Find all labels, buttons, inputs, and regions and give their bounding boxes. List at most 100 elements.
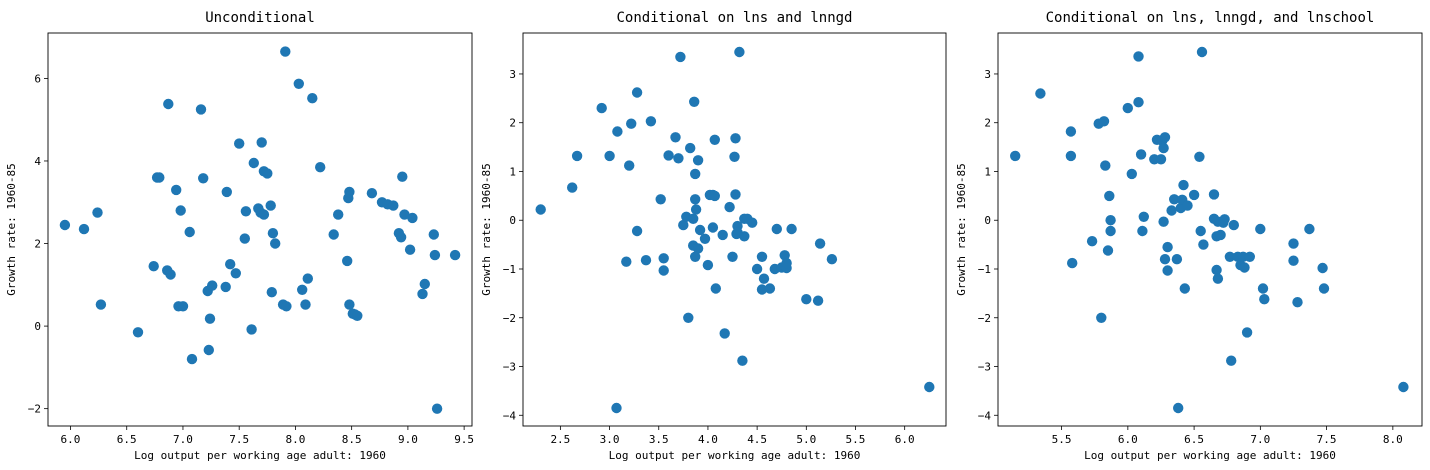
plot-frame [997,32,1423,427]
data-point [675,51,686,63]
y-tick-label: −2 [978,312,991,325]
x-tick-label: 6.0 [895,433,915,446]
data-point [281,301,292,312]
data-point [230,268,241,279]
data-point [737,355,748,366]
data-point [240,206,252,217]
data-point [239,233,250,244]
data-point [207,280,218,291]
data-point [1228,219,1240,231]
data-point [1173,402,1184,414]
data-point [1198,239,1209,250]
data-point [59,219,71,231]
data-point [1257,283,1269,294]
data-point [710,283,721,294]
x-tick-label: 8.0 [285,433,305,446]
data-point [727,251,738,262]
data-point [388,200,399,211]
plot-frame [47,32,473,427]
data-point [258,209,270,220]
data-point [729,151,740,162]
data-point [1241,327,1253,338]
data-point [266,287,277,298]
data-point [645,116,657,127]
y-tick-label: 3 [984,68,991,81]
data-point [678,219,689,231]
data-point [203,344,214,356]
data-point [1135,149,1147,160]
data-point [342,255,353,267]
data-point [1212,273,1224,284]
data-point [256,137,267,148]
data-point [631,87,643,98]
data-point [771,223,782,235]
data-point [280,46,291,57]
data-point [1159,254,1171,265]
data-point [685,142,696,154]
x-tick-label: 7.5 [1317,433,1337,446]
data-point [1288,255,1299,266]
y-tick-label: −1 [503,263,516,276]
data-point [1208,189,1220,200]
data-point [814,238,826,249]
y-axis-label: Growth rate: 1960-85 [480,163,493,295]
data-point [1010,150,1021,162]
data-point [148,261,159,272]
data-point [621,256,632,267]
data-point [315,162,326,173]
data-point [186,353,198,365]
plot-frame [522,32,947,427]
x-axis-label: Log output per working age adult: 1960 [609,449,861,462]
y-tick-label: −2 [28,403,41,416]
data-point [246,324,257,335]
y-tick-label: −3 [978,361,991,374]
data-point [924,381,935,393]
data-point [1194,151,1205,162]
y-tick-label: 2 [984,117,991,130]
x-tick-label: 4.5 [747,433,767,446]
data-point [690,194,701,205]
data-point [1065,150,1077,162]
data-point [262,168,273,179]
data-point [801,294,812,305]
x-tick-label: 7.5 [229,433,249,446]
data-point [1159,132,1171,143]
y-tick-label: 0 [34,320,41,333]
data-point [429,249,441,261]
data-point [265,200,276,211]
data-point [826,254,838,265]
data-point [631,225,643,237]
data-point [1096,312,1107,323]
y-axis-label: Growth rate: 1960-85 [5,163,18,295]
data-point [428,229,439,240]
y-tick-label: 3 [509,68,516,81]
data-point [417,288,428,300]
x-tick-label: 6.0 [1118,433,1138,446]
data-point [624,160,635,171]
data-point [333,209,344,220]
x-tick-label: 8.0 [1383,433,1403,446]
data-point [1122,102,1134,114]
y-tick-label: −1 [978,263,991,276]
x-tick-label: 3.5 [649,433,669,446]
data-point [154,172,165,183]
data-point [764,283,776,294]
data-point [670,132,681,143]
data-point [1035,88,1046,99]
data-point [419,278,430,290]
scatter-panel-2: 2.5 3.0 3.5 4.0 4.5 5.0 5.5 6.0 −4 −3 −2 −1 0 1 2 3 Cond… [480,10,947,462]
data-point [198,173,209,184]
x-tick-label: 6.5 [117,433,137,446]
y-tick-label: 2 [34,238,41,251]
data-point [1244,251,1256,262]
data-point [689,96,700,108]
data-point [404,244,416,255]
data-point [1226,355,1237,366]
y-tick-label: −4 [503,409,517,422]
data-point [1195,225,1206,237]
data-point [1292,297,1303,308]
data-point [673,153,684,164]
data-point [596,102,607,114]
data-point [747,217,758,228]
data-point [658,253,669,264]
